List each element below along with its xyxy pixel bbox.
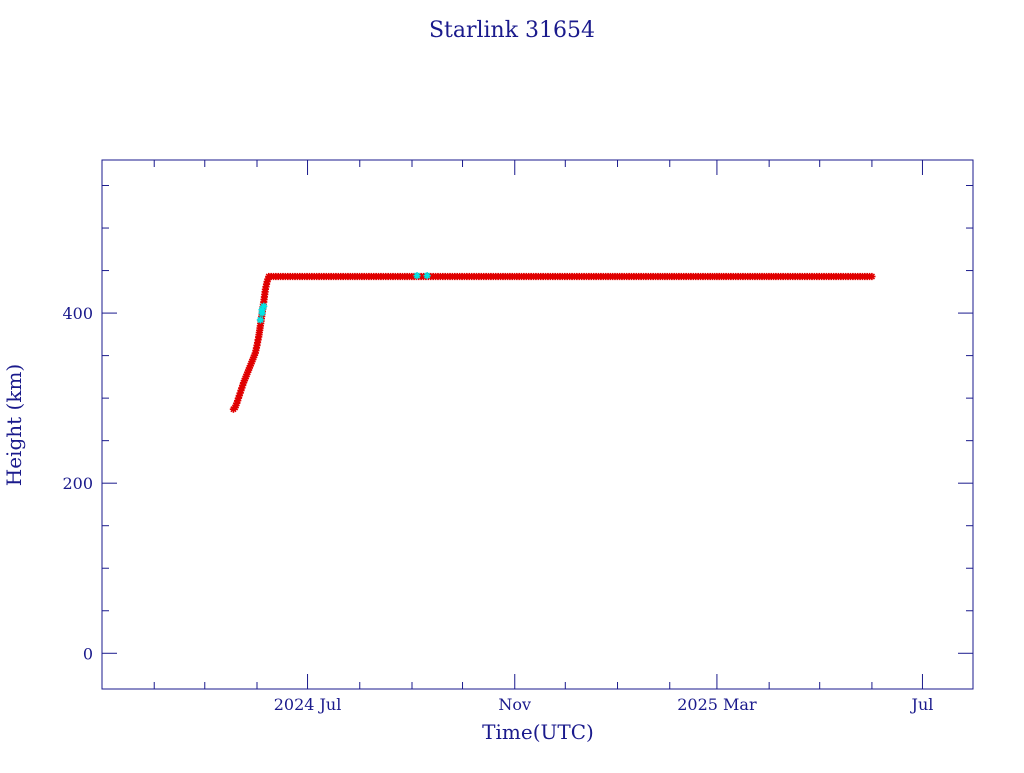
x-axis-label: Time(UTC) — [482, 720, 594, 744]
y-axis-ticks — [102, 185, 973, 654]
x-axis-tick-labels: 2024 Jul Nov 2025 Mar Jul — [274, 695, 934, 714]
data-point — [256, 316, 264, 324]
y-tick-label: 200 — [62, 474, 93, 493]
plot-frame — [101, 159, 974, 690]
chart-title: Starlink 31654 — [429, 18, 595, 43]
data-point — [260, 302, 268, 310]
data-point — [868, 272, 876, 281]
y-tick-label: 0 — [83, 644, 93, 663]
y-axis-label: Height (km) — [2, 364, 26, 486]
data-point — [413, 272, 421, 280]
x-tick-label: Nov — [498, 695, 531, 714]
x-tick-label: 2024 Jul — [274, 695, 342, 714]
x-tick-label: Jul — [910, 695, 934, 714]
data-points-layer — [229, 272, 876, 413]
x-tick-label: 2025 Mar — [677, 695, 757, 714]
y-tick-label: 400 — [62, 304, 93, 323]
y-axis-tick-labels: 0 200 400 — [62, 304, 93, 663]
x-axis-ticks — [153, 160, 923, 689]
data-point — [423, 272, 431, 280]
